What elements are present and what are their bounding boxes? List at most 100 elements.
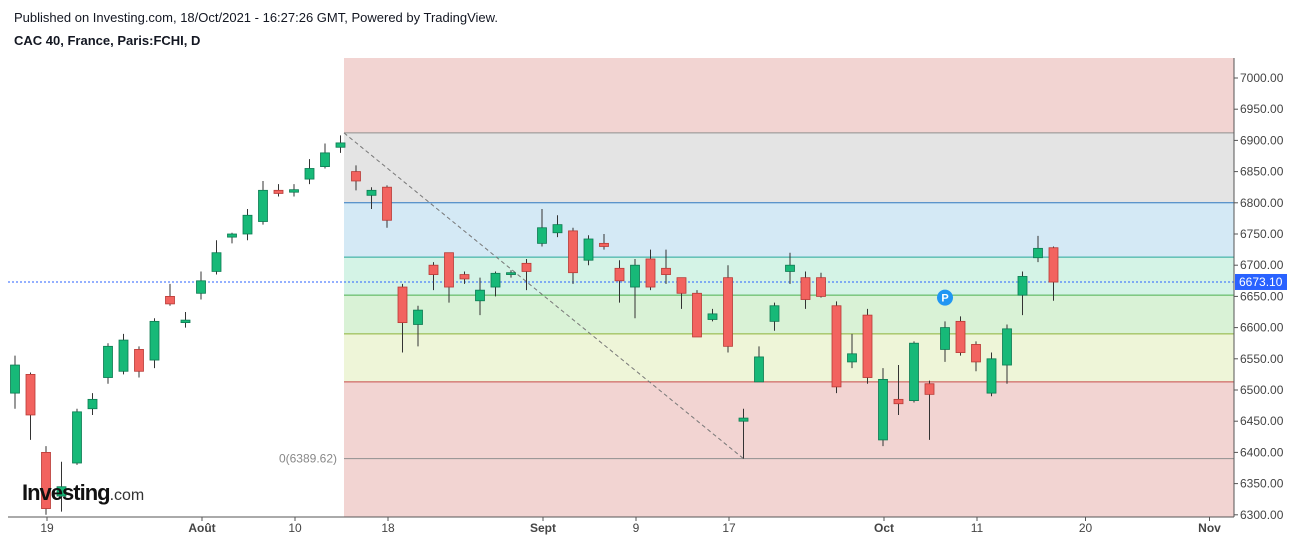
candle-body (428, 264, 439, 275)
x-tick-label: Oct (874, 521, 894, 535)
fib-band (344, 333, 1234, 382)
candle-up (103, 343, 113, 384)
candle-body (893, 398, 904, 405)
marker: P (937, 289, 953, 306)
candle-up (707, 308, 718, 322)
last-price-label: 6673.10 (1239, 275, 1283, 289)
logo-word: Investing (22, 480, 111, 505)
candle-up (754, 346, 764, 383)
candle-body (738, 417, 749, 422)
candle-up (87, 393, 98, 415)
candle-body (25, 373, 36, 416)
candle-up (1033, 235, 1043, 263)
candle-up (196, 271, 206, 300)
candle-body (599, 242, 609, 247)
fib-band (344, 381, 1234, 459)
candle-up (1002, 324, 1012, 384)
candle-body (335, 142, 346, 148)
candle-down (165, 283, 175, 306)
candle-up (1017, 271, 1028, 316)
candle-down (25, 372, 36, 440)
candle-body (180, 319, 191, 324)
y-tick-label: 6900.00 (1240, 133, 1284, 147)
candle-body (397, 286, 408, 324)
candle-up (149, 318, 160, 369)
candle-body (692, 292, 702, 338)
fib-anchor-label: 0(6389.62) (279, 452, 337, 466)
candle-up (785, 252, 795, 284)
last-price-tag (1235, 273, 1287, 290)
candle-body (382, 186, 392, 221)
candle-down (614, 260, 625, 303)
candle-body (289, 189, 299, 193)
y-tick-label: 6700.00 (1240, 258, 1284, 272)
candle-body (444, 252, 454, 288)
candle-body (320, 152, 330, 168)
candle-body (723, 277, 733, 347)
candle-up (242, 209, 253, 241)
x-tick-label: 19 (40, 521, 54, 535)
fib-lines: 0(6389.62) (279, 132, 1234, 466)
candle-body (909, 342, 919, 402)
candle-body (304, 168, 315, 180)
candle-down (676, 277, 687, 309)
published-caption: Published on Investing.com, 18/Oct/2021 … (14, 10, 498, 25)
candle-up (180, 312, 191, 328)
candle-down (893, 365, 904, 415)
candle-body (103, 345, 113, 378)
candle-up (10, 355, 20, 409)
y-tick-label: 6400.00 (1240, 445, 1284, 459)
candle-body (645, 258, 656, 288)
candle-body (56, 486, 67, 497)
candle-up (769, 302, 780, 331)
candle-body (568, 230, 578, 274)
candle-body (955, 320, 966, 353)
x-tick-label: 18 (381, 521, 395, 535)
candle-down (428, 262, 439, 291)
candle-down (924, 380, 935, 440)
candle-body (878, 378, 888, 441)
candle-body (258, 189, 268, 222)
candle-up (583, 235, 594, 266)
fib-band (344, 58, 1234, 133)
candle-down (816, 272, 826, 298)
candle-up (537, 209, 547, 247)
candle-body (521, 262, 532, 272)
candle-body (614, 267, 625, 282)
fib-band (344, 295, 1234, 334)
candle-down (1048, 246, 1059, 301)
fib-band (344, 132, 1234, 203)
candle-up (320, 143, 330, 169)
candle-body (971, 344, 981, 363)
fib-trendline (343, 132, 744, 460)
x-tick-label: 17 (722, 521, 736, 535)
candle-body (707, 313, 718, 320)
y-tick-label: 6300.00 (1240, 508, 1284, 522)
candle-up (227, 232, 237, 244)
x-tick-label: Août (188, 521, 215, 535)
candle-body (118, 339, 129, 372)
candle-down (382, 185, 392, 228)
candle-up (847, 333, 857, 369)
candle-up (211, 240, 222, 275)
candle-body (196, 280, 206, 294)
candle-body (351, 171, 361, 182)
candle-body (769, 305, 780, 322)
candle-body (273, 189, 284, 194)
candle-up (506, 270, 516, 278)
x-tick-label: 10 (288, 521, 302, 535)
candle-body (676, 277, 687, 294)
y-tick-label: 6500.00 (1240, 383, 1284, 397)
candle-body (134, 349, 144, 372)
candle-body (986, 358, 997, 394)
candle-down (397, 283, 408, 353)
candle-body (475, 289, 485, 302)
candle-body (242, 214, 253, 235)
candle-body (630, 264, 640, 288)
candle-up (258, 180, 268, 225)
candle-body (862, 314, 873, 378)
fib-band (344, 257, 1234, 296)
candle-up (878, 368, 888, 447)
x-tick-label: Sept (530, 521, 556, 535)
